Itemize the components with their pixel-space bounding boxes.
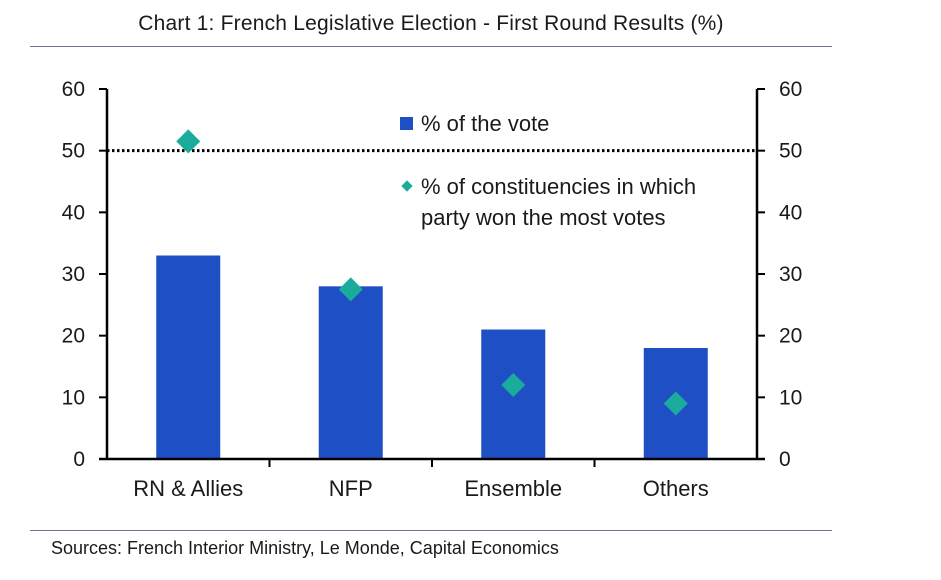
y-tick-label-right: 0 [779,448,791,471]
y-tick-label-left: 50 [62,140,85,163]
y-tick-label-right: 50 [779,140,802,163]
bar-vote-share [156,255,221,459]
x-category-label: RN & Allies [133,476,243,501]
y-tick-label-left: 10 [62,386,85,409]
source-note: Sources: French Interior Ministry, Le Mo… [51,538,559,558]
legend-marker-swatch [401,180,413,192]
y-tick-label-left: 0 [73,448,85,471]
y-tick-label-right: 20 [779,325,802,348]
y-tick-label-right: 60 [779,78,802,101]
legend-bar-swatch [400,117,413,130]
legend-marker-label-line2: party won the most votes [421,205,666,230]
source-divider [30,530,832,531]
marker-constituency-share [176,129,201,154]
title-divider [30,46,832,47]
marker-constituency-share [338,277,363,302]
marker-constituency-share [663,391,688,416]
chart-title: Chart 1: French Legislative Election - F… [138,12,724,35]
x-category-label: Others [643,476,709,501]
bar-vote-share [318,286,383,459]
y-tick-label-left: 60 [62,78,85,101]
legend-marker-label-line1: % of constituencies in which [421,174,696,199]
y-tick-label-left: 30 [62,263,85,286]
y-tick-label-left: 40 [62,201,85,224]
y-tick-label-left: 20 [62,325,85,348]
x-category-label: Ensemble [464,476,562,501]
y-tick-label-right: 30 [779,263,802,286]
x-category-label: NFP [329,476,373,501]
legend-bar-label: % of the vote [421,111,549,136]
marker-constituency-share [501,373,526,397]
y-tick-label-right: 10 [779,386,802,409]
y-tick-label-right: 40 [779,201,802,224]
